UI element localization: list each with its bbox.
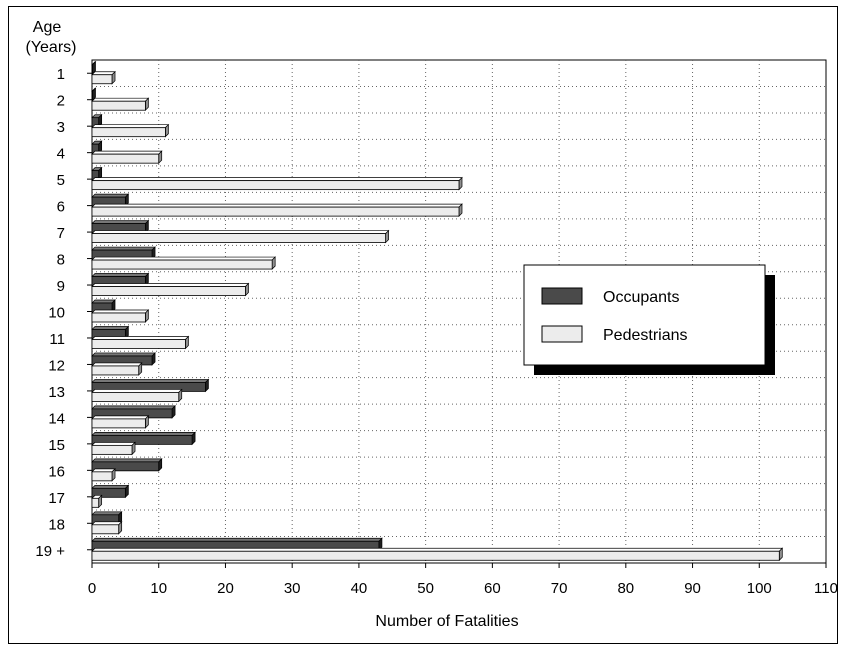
bar-pedestrians [91, 312, 146, 323]
x-tick-label: 10 [150, 580, 167, 597]
x-tick-label: 30 [284, 580, 301, 597]
x-tick-label: 50 [417, 580, 434, 597]
bar-pedestrians-top [91, 283, 250, 287]
bar-pedestrians [91, 444, 133, 455]
x-tick-label: 70 [551, 580, 568, 597]
legend-box [523, 264, 766, 366]
bar-pedestrians-top [91, 203, 463, 208]
x-tick-label: 20 [217, 580, 234, 597]
x-tick-label: 0 [88, 580, 96, 597]
bar-pedestrians-top [91, 124, 170, 129]
bar-occupants-top [91, 352, 156, 357]
x-tick-label: 100 [747, 580, 772, 597]
bar-pedestrians [91, 233, 387, 243]
bar-pedestrians [91, 471, 113, 482]
y-tick-label: 19 + [35, 543, 65, 560]
y-tick-label: 15 [48, 437, 65, 454]
bar-occupants-top [91, 511, 123, 516]
bar-pedestrians-top [91, 309, 150, 314]
bar-occupants [91, 64, 93, 75]
bar-pedestrians [91, 127, 166, 138]
bar-pedestrians [91, 180, 460, 191]
bar-occupants-top [91, 432, 196, 436]
y-tick-label: 9 [57, 278, 65, 295]
bar-pedestrians-top [91, 389, 183, 393]
y-axis-title-unit: (Years) [26, 39, 77, 56]
x-tick-label: 60 [484, 580, 501, 597]
bar-occupants-top [91, 246, 156, 251]
bar-pedestrians-top [91, 177, 463, 181]
bar-pedestrians-top [91, 150, 163, 155]
y-tick-label: 2 [57, 93, 65, 110]
legend-swatch-occupants [541, 287, 583, 305]
y-tick-label: 16 [48, 463, 65, 480]
y-tick-label: 7 [57, 225, 65, 242]
bar-pedestrians [91, 392, 180, 402]
bar-pedestrians-top [91, 230, 390, 234]
bar-pedestrians [91, 524, 120, 535]
x-tick-label: 110 [814, 580, 838, 597]
bar-pedestrians [91, 550, 780, 561]
bar-pedestrians [91, 74, 113, 85]
bar-pedestrians [91, 153, 160, 164]
y-tick-label: 8 [57, 252, 65, 269]
bar-pedestrians-top [91, 336, 190, 340]
y-tick-label: 6 [57, 199, 65, 216]
bar-occupants-top [91, 220, 150, 224]
bar-pedestrians-top [91, 521, 123, 526]
bar-occupants-top [91, 405, 176, 410]
bar-pedestrians [91, 339, 186, 349]
bar-pedestrians [91, 100, 146, 111]
bar-pedestrians-top [91, 547, 784, 552]
y-tick-label: 11 [49, 331, 65, 348]
x-tick-label: 90 [684, 580, 701, 597]
bar-occupants-top [91, 537, 383, 542]
bar-pedestrians [91, 286, 246, 296]
y-tick-label: 5 [57, 172, 65, 189]
bar-pedestrians-top [91, 256, 277, 261]
legend-swatch-pedestrians [541, 325, 583, 343]
bar-occupants-top [91, 379, 210, 383]
bar-occupants [91, 461, 160, 472]
y-tick-label: 13 [48, 384, 65, 401]
bar-pedestrians-top [91, 415, 150, 420]
bar-occupants-top [91, 484, 130, 489]
bar-occupants-top [91, 273, 150, 277]
x-axis-title: Number of Fatalities [375, 613, 518, 630]
y-tick-label: 1 [57, 66, 65, 83]
bar-occupants [91, 434, 193, 445]
y-tick-label: 14 [48, 410, 65, 427]
bar-pedestrians-top [91, 468, 116, 473]
legend-label-pedestrians: Pedestrians [603, 327, 688, 344]
bar-pedestrians [91, 418, 146, 429]
x-tick-label: 40 [351, 580, 368, 597]
bar-pedestrians-top [91, 442, 136, 446]
bar-pedestrians [91, 497, 100, 508]
y-tick-label: 10 [48, 305, 65, 322]
y-tick-label: 17 [48, 490, 65, 507]
bar-occupants-top [91, 299, 116, 304]
y-tick-label: 18 [48, 516, 65, 533]
bar-pedestrians-top [91, 97, 150, 102]
bar-pedestrians [91, 206, 460, 217]
bar-pedestrians-top [91, 362, 143, 367]
bar-occupants-top [91, 326, 130, 330]
bar-pedestrians-top [91, 71, 116, 76]
y-tick-label: 12 [48, 357, 65, 374]
x-tick-label: 80 [617, 580, 634, 597]
bar-occupants [91, 90, 93, 101]
bar-occupants [91, 487, 126, 498]
legend-label-occupants: Occupants [603, 289, 679, 306]
y-tick-label: 3 [57, 119, 65, 136]
bar-pedestrians [91, 365, 140, 376]
bar-pedestrians [91, 259, 273, 270]
bar-occupants-top [91, 458, 163, 463]
bar-occupants-top [91, 193, 130, 198]
y-tick-label: 4 [57, 146, 65, 163]
y-axis-title: Age [33, 19, 62, 36]
